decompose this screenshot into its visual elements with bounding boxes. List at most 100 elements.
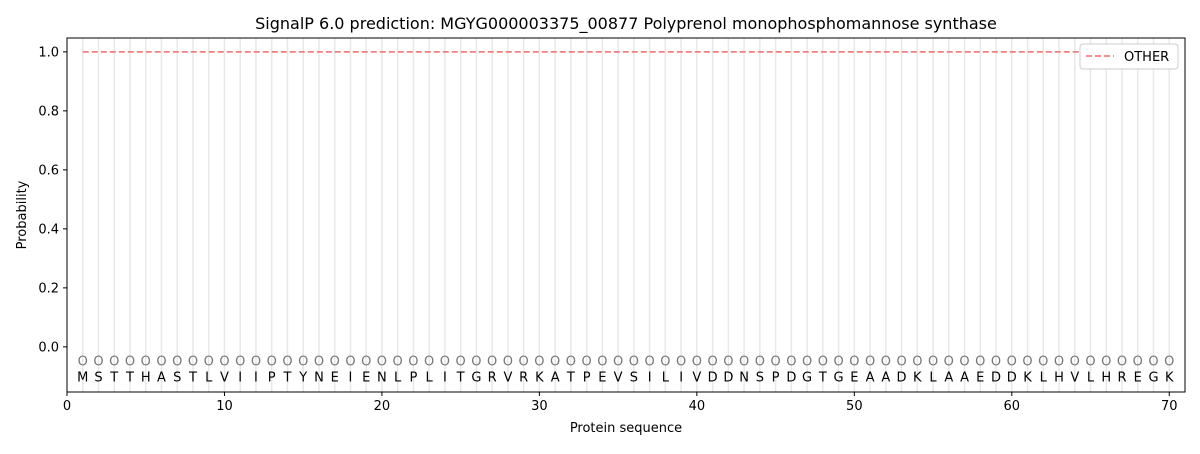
residue-label-mark: O xyxy=(503,355,513,370)
residue-label-mark: O xyxy=(613,355,623,370)
residue-label-mark: O xyxy=(93,355,103,370)
residue-letter: A xyxy=(960,370,969,385)
x-tick-label: 20 xyxy=(374,399,391,414)
residue-letter: R xyxy=(1117,370,1126,385)
residue-letter: S xyxy=(173,370,181,385)
x-tick-label: 0 xyxy=(63,399,71,414)
residue-letter: K xyxy=(913,370,922,385)
residue-letter: G xyxy=(802,370,812,385)
residue-label-mark: O xyxy=(1022,355,1032,370)
residue-label-mark: O xyxy=(188,355,198,370)
residue-label-mark: O xyxy=(692,355,702,370)
residue-label-mark: O xyxy=(267,355,277,370)
residue-label-mark: O xyxy=(235,355,245,370)
residue-letter: R xyxy=(519,370,528,385)
residue-label-mark: O xyxy=(1038,355,1048,370)
residue-letter: H xyxy=(1054,370,1064,385)
residue-letter: S xyxy=(756,370,764,385)
residue-label-mark: O xyxy=(330,355,340,370)
residue-letter: E xyxy=(1134,370,1142,385)
residue-label-mark: O xyxy=(408,355,418,370)
residue-label-mark: O xyxy=(912,355,922,370)
grid-lines xyxy=(81,38,1171,392)
residue-label-mark: O xyxy=(109,355,119,370)
residue-letter: E xyxy=(976,370,984,385)
residue-letter: E xyxy=(850,370,858,385)
residue-letter: D xyxy=(1007,370,1017,385)
residue-label-mark: O xyxy=(723,355,733,370)
residue-letter: N xyxy=(377,370,387,385)
x-axis-label: Protein sequence xyxy=(570,421,682,436)
residue-letter: P xyxy=(772,370,780,385)
residue-letter: V xyxy=(614,370,623,385)
residue-label-mark: O xyxy=(298,355,308,370)
residue-letter: L xyxy=(426,370,434,385)
residue-label-mark: O xyxy=(660,355,670,370)
axis-ticks: 0 10 20 30 40 50 60 70 0.0 0.2 0.4 0.6 0.8 1.0 xyxy=(38,45,1177,414)
x-tick-label: 10 xyxy=(216,399,233,414)
residue-letter: I xyxy=(349,370,353,385)
x-tick-label: 70 xyxy=(1161,399,1178,414)
residue-letter: V xyxy=(503,370,512,385)
residue-label-mark: O xyxy=(282,355,292,370)
y-tick-label: 1.0 xyxy=(38,45,59,60)
residue-letter: V xyxy=(220,370,229,385)
residue-label-mark: O xyxy=(959,355,969,370)
residue-letter: I xyxy=(238,370,242,385)
residue-label-mark: O xyxy=(487,355,497,370)
residue-label-mark: O xyxy=(377,355,387,370)
residue-letter: V xyxy=(692,370,701,385)
residue-letter: D xyxy=(897,370,907,385)
residue-label-mark: O xyxy=(456,355,466,370)
y-tick-label: 0.4 xyxy=(38,222,59,237)
residue-letter: T xyxy=(188,370,197,385)
legend-other-label: OTHER xyxy=(1124,50,1169,65)
residue-label-mark: O xyxy=(786,355,796,370)
residue-letter: L xyxy=(205,370,213,385)
residue-letter: P xyxy=(410,370,418,385)
residue-letter: I xyxy=(679,370,683,385)
residue-letter: I xyxy=(443,370,447,385)
residue-label-mark: O xyxy=(156,355,166,370)
residue-letter: H xyxy=(141,370,151,385)
residue-label-mark: O xyxy=(865,355,875,370)
residue-letter: L xyxy=(1087,370,1095,385)
residue-label-mark: O xyxy=(251,355,261,370)
residue-letter: T xyxy=(566,370,575,385)
residue-label-mark: O xyxy=(928,355,938,370)
residue-label-mark: O xyxy=(1085,355,1095,370)
residue-label-mark: O xyxy=(204,355,214,370)
residue-label-mark: O xyxy=(219,355,229,370)
residue-label-mark: O xyxy=(645,355,655,370)
residue-label-mark: O xyxy=(629,355,639,370)
legend: OTHER xyxy=(1079,43,1179,70)
residue-letter: L xyxy=(1040,370,1048,385)
residue-label-mark: O xyxy=(881,355,891,370)
residue-label-mark: O xyxy=(393,355,403,370)
residue-label-mark: O xyxy=(125,355,135,370)
residue-letter: N xyxy=(314,370,324,385)
chart-title: SignalP 6.0 prediction: MGYG000003375_00… xyxy=(255,14,997,34)
residue-letter: L xyxy=(662,370,670,385)
residue-letter: H xyxy=(1101,370,1111,385)
residue-letter: G xyxy=(471,370,481,385)
residue-letter: T xyxy=(125,370,134,385)
residue-letter: A xyxy=(881,370,890,385)
residue-letter: I xyxy=(648,370,652,385)
y-tick-label: 0.8 xyxy=(38,104,59,119)
residue-label-mark: O xyxy=(1148,355,1158,370)
residue-letter: N xyxy=(739,370,749,385)
residue-letter: D xyxy=(786,370,796,385)
y-axis-label: Probability xyxy=(15,180,30,249)
residue-label-mark: O xyxy=(802,355,812,370)
residue-label-mark: O xyxy=(566,355,576,370)
residue-letter: D xyxy=(723,370,733,385)
residue-label-mark: O xyxy=(707,355,717,370)
residue-label-mark: O xyxy=(770,355,780,370)
y-tick-label: 0.6 xyxy=(38,163,59,178)
residue-letter: D xyxy=(708,370,718,385)
residue-letter: V xyxy=(1070,370,1079,385)
residue-letter: L xyxy=(394,370,402,385)
residue-label-mark: O xyxy=(896,355,906,370)
